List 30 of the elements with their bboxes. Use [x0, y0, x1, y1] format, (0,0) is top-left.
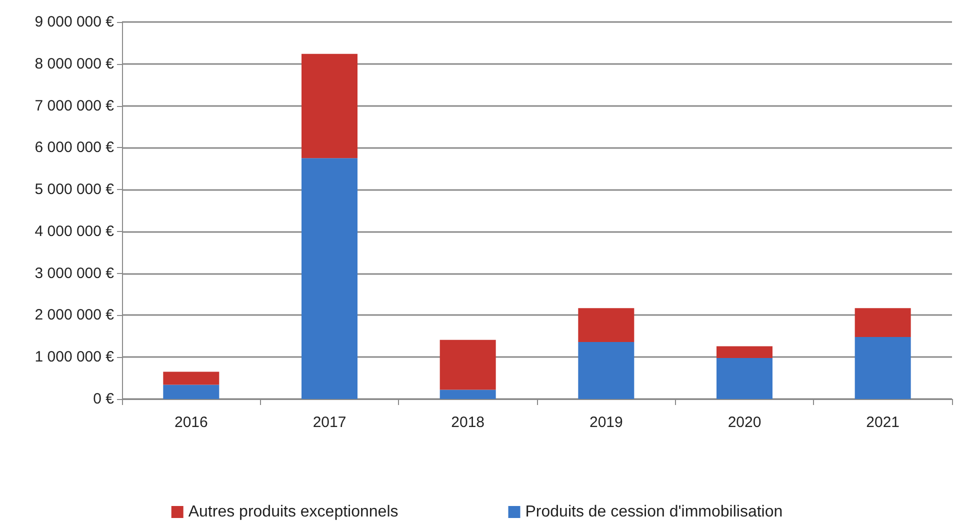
x-tick-label: 2021 — [866, 414, 900, 431]
y-tick-label: 0 € — [93, 390, 115, 408]
bar — [578, 308, 634, 342]
x-tick-label: 2019 — [589, 414, 623, 431]
bar — [854, 337, 911, 399]
bar — [163, 372, 220, 385]
x-tick-label: 2018 — [451, 414, 485, 431]
y-tick-label: 3 000 000 € — [34, 264, 115, 282]
legend-label: Autres produits exceptionnels — [188, 504, 398, 520]
y-tick-label: 1 000 000 € — [34, 348, 115, 366]
bar — [302, 54, 358, 158]
x-tick-label: 2017 — [312, 414, 346, 431]
y-tick-label: 9 000 000 € — [34, 14, 115, 30]
y-tick-label: 7 000 000 € — [34, 97, 115, 114]
y-tick-label: 8 000 000 € — [34, 55, 115, 72]
bar — [716, 358, 772, 399]
bar — [854, 308, 911, 338]
x-tick-label: 2016 — [174, 414, 208, 431]
bar — [440, 390, 496, 399]
bar — [578, 342, 634, 399]
bar — [440, 340, 496, 390]
y-tick-label: 4 000 000 € — [34, 222, 115, 240]
bar — [716, 346, 772, 358]
bar — [163, 384, 220, 399]
y-tick-label: 6 000 000 € — [34, 139, 115, 156]
bar — [302, 158, 358, 399]
x-tick-label: 2020 — [728, 414, 762, 431]
y-tick-label: 5 000 000 € — [34, 181, 115, 198]
y-tick-label: 2 000 000 € — [34, 306, 115, 324]
legend-label: Produits de cession d'immobilisation — [525, 504, 783, 520]
